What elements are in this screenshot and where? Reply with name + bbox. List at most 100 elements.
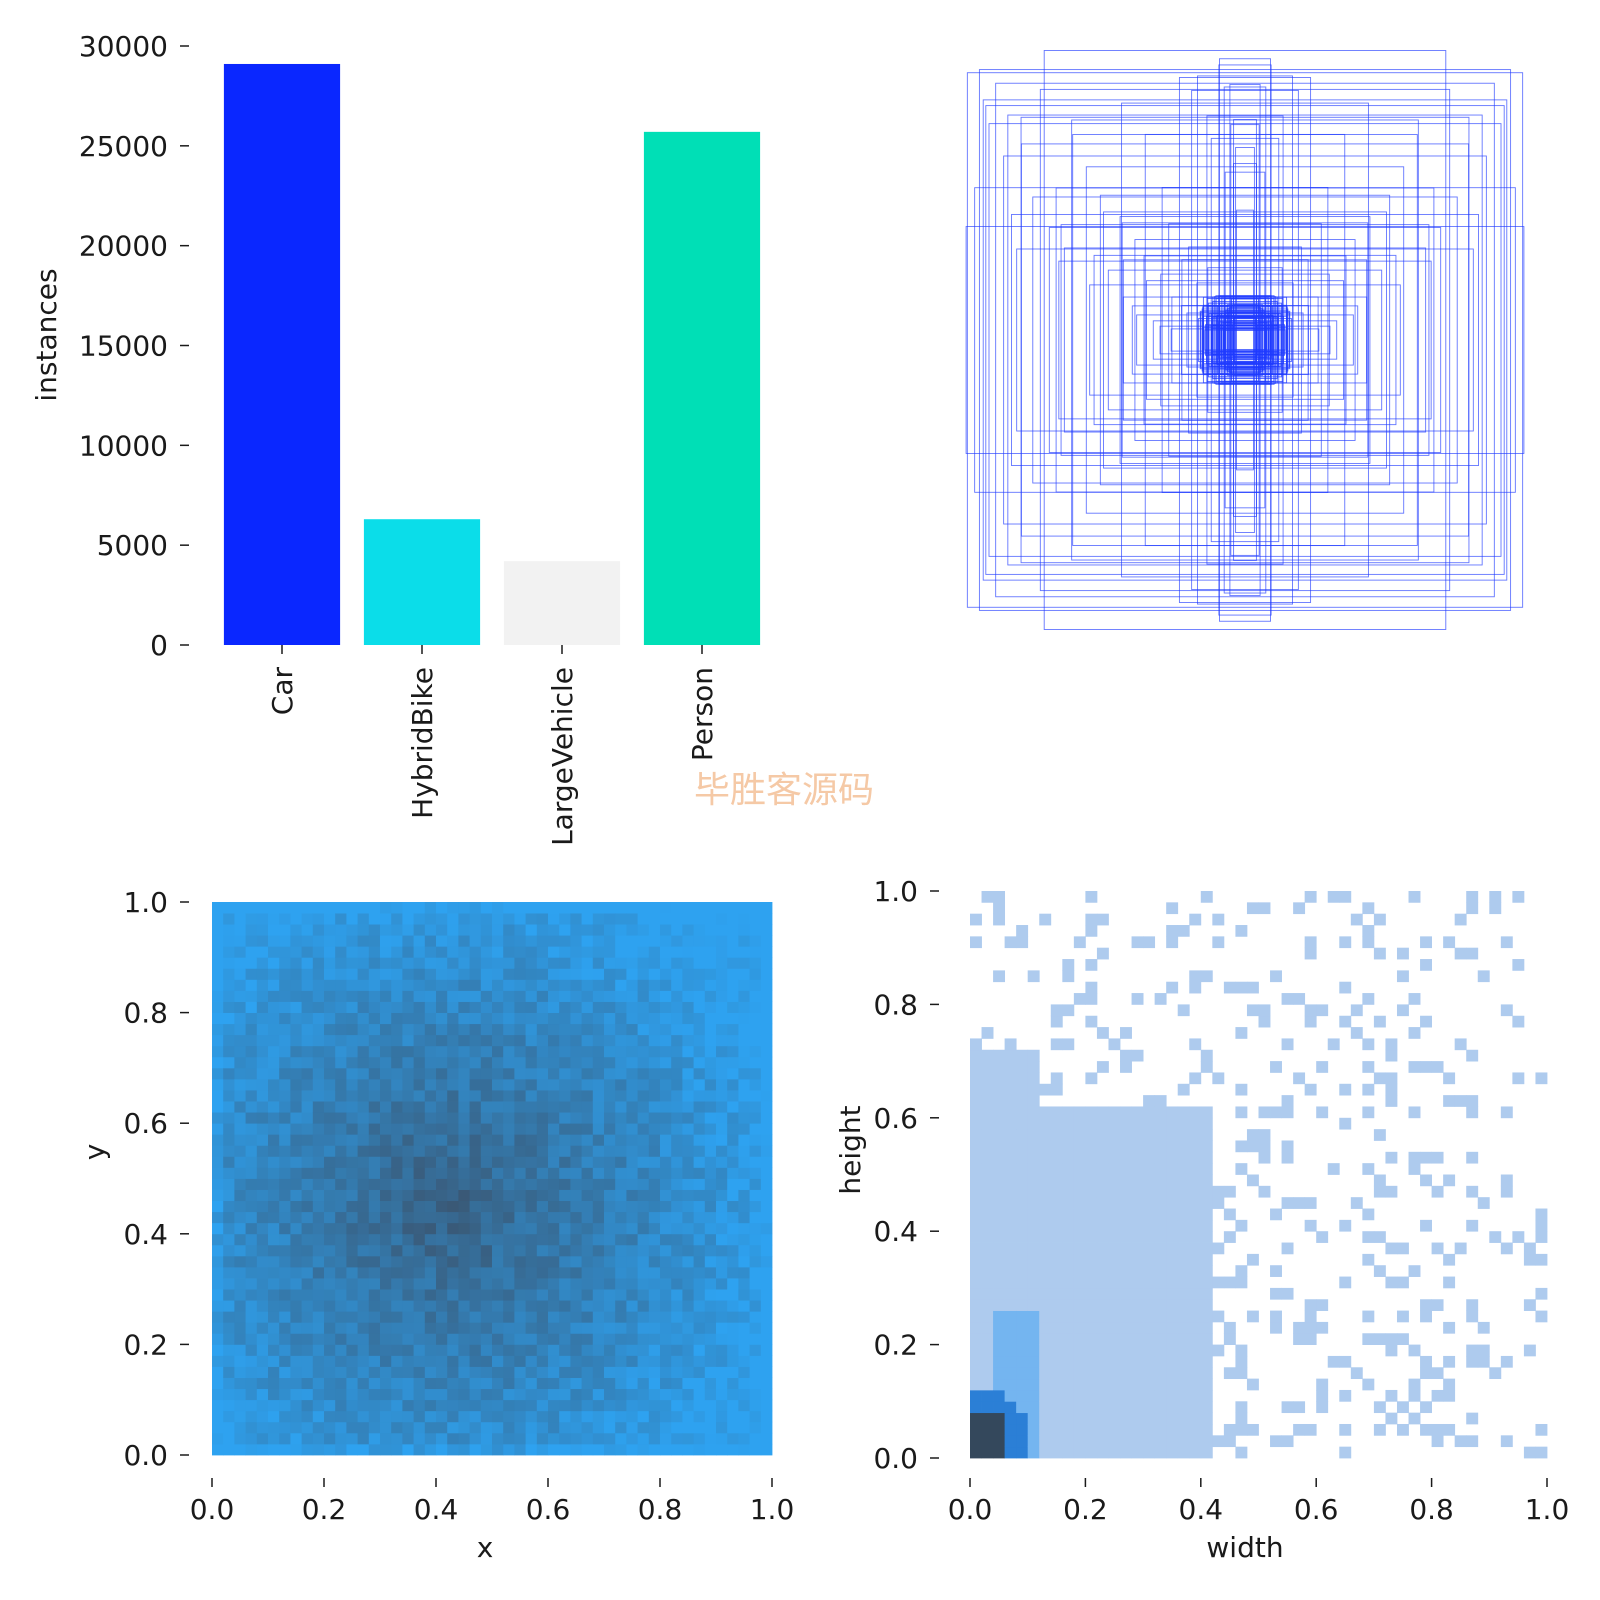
xy-cell (424, 1034, 437, 1047)
wh-cell (1350, 1197, 1363, 1209)
wh-cell (1489, 1367, 1502, 1380)
wh-cell (1443, 1072, 1456, 1085)
xy-cell (447, 1001, 459, 1013)
wh-cell (1131, 1321, 1144, 1334)
xy-cell (716, 1001, 728, 1013)
wh-cell (981, 1242, 994, 1255)
xy-cell (738, 1156, 750, 1168)
xy-cell (312, 1311, 325, 1323)
xy-cell (279, 913, 291, 925)
xy-cell (626, 968, 638, 980)
wh-cell (1200, 1276, 1213, 1289)
xy-cell (671, 1012, 683, 1025)
wh-cell (970, 1072, 982, 1085)
xy-cell (626, 1200, 638, 1213)
xy-cell (548, 1112, 560, 1124)
wh-cell (1189, 1310, 1202, 1323)
wh-cell (1189, 1174, 1202, 1187)
xy-cell (514, 1090, 526, 1102)
xy-cell (682, 1012, 694, 1025)
wh-cell (1385, 1038, 1398, 1051)
wh-cell (1281, 1140, 1294, 1153)
xy-cell (223, 1167, 235, 1179)
xy-cell (368, 990, 381, 1002)
xy-cell (559, 1399, 571, 1412)
xy-cell (469, 1023, 482, 1036)
xy-cell (738, 1167, 750, 1179)
wh-cell (1096, 1129, 1109, 1141)
xy-cell (570, 1123, 582, 1135)
xy-cell (301, 1178, 314, 1190)
label-box (1121, 222, 1369, 458)
xy-cell (223, 1101, 235, 1113)
xy-cell (559, 1255, 571, 1268)
wh-cell (993, 1355, 1006, 1368)
xy-cell (682, 1300, 694, 1312)
xy-cell (525, 1067, 538, 1080)
xy-cell (671, 913, 683, 925)
xy-cell (312, 1189, 325, 1202)
wh-y-tick-label: 0.0 (873, 1442, 918, 1475)
xy-cell (615, 1399, 627, 1412)
xy-cell (234, 1222, 246, 1235)
xy-cell (749, 1023, 762, 1036)
wh-cell (981, 1355, 994, 1368)
xy-cell (592, 1034, 605, 1047)
xy-cell (548, 1056, 560, 1069)
wh-cell (1443, 1276, 1456, 1289)
wh-cell (1304, 1083, 1317, 1096)
wh-cell (1466, 1435, 1479, 1448)
wh-cell (1073, 1219, 1086, 1232)
xy-cell (447, 1156, 459, 1168)
wh-cell (1177, 1355, 1190, 1368)
xy-cell (402, 1410, 414, 1423)
xy-cell (660, 1034, 672, 1047)
wh-cell (1316, 1061, 1329, 1073)
wh-cell (1120, 1163, 1132, 1175)
wh-cell (1073, 1174, 1086, 1187)
xy-cell (391, 1255, 403, 1268)
xy-cell (503, 902, 515, 914)
xy-cell (447, 1388, 459, 1401)
wh-cell (1039, 1344, 1052, 1357)
wh-cell (1200, 1367, 1213, 1380)
wh-cell (1235, 1412, 1248, 1425)
xy-xlabel: x (477, 1531, 494, 1564)
xy-cell (357, 1377, 370, 1390)
wh-cell (1293, 902, 1306, 915)
wh-cell (1408, 1061, 1421, 1073)
xy-cell (335, 1067, 347, 1080)
wh-cell (1073, 1163, 1086, 1175)
label-box (1219, 327, 1271, 353)
wh-cell (1143, 1446, 1156, 1459)
xy-cell (671, 1278, 683, 1290)
wh-cell (1085, 981, 1098, 994)
xy-cell (648, 1167, 661, 1179)
xy-cell (660, 1300, 672, 1312)
bar-y-tick-label: 15000 (79, 330, 168, 363)
xy-cell (424, 1189, 437, 1202)
wh-cell (1154, 1367, 1167, 1380)
xy-cell (693, 1399, 706, 1412)
xy-cell (536, 1377, 549, 1390)
wh-cell (1073, 1378, 1086, 1391)
wh-cell (1027, 1174, 1040, 1187)
wh-cell (1062, 1185, 1075, 1198)
xy-cell (514, 979, 526, 991)
wh-cell (1143, 1310, 1156, 1323)
wh-cell (1177, 1389, 1190, 1402)
xy-cell (413, 1145, 426, 1157)
wh-cell (1166, 1208, 1179, 1221)
wh-cell (1016, 1072, 1029, 1085)
wh-cell (1500, 1185, 1513, 1198)
xy-cell (290, 1443, 302, 1456)
xy-cell (469, 957, 482, 969)
wh-cell (1143, 1265, 1156, 1277)
xy-cell (290, 1167, 302, 1179)
xy-cell (682, 1399, 694, 1412)
wh-cell (1073, 1321, 1086, 1334)
xy-cell (514, 990, 526, 1002)
xy-cell (324, 1410, 336, 1423)
xy-cell (413, 1156, 426, 1168)
xy-cell (716, 1289, 728, 1301)
